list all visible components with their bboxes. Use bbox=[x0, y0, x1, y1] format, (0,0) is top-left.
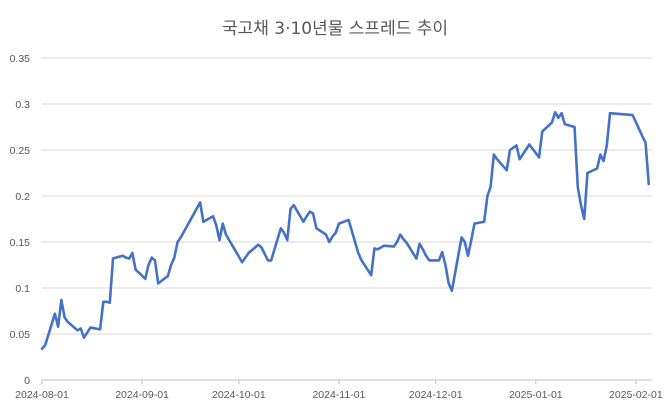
x-tick-label-5: 2025-01-01 bbox=[509, 389, 563, 401]
y-tick-label-3: 0.15 bbox=[10, 237, 31, 249]
x-tick-label-0: 2024-08-01 bbox=[15, 389, 69, 401]
series-line-0 bbox=[40, 110, 651, 351]
y-tick-label-1: 0.05 bbox=[10, 329, 31, 341]
y-tick-label-0: 0 bbox=[24, 375, 30, 387]
y-tick-label-4: 0.2 bbox=[15, 191, 30, 203]
x-tick-label-6: 2025-02-01 bbox=[609, 389, 663, 401]
x-tick-label-2: 2024-10-01 bbox=[212, 389, 266, 401]
chart-title: 국고채 3·10년물 스프레드 추이 bbox=[221, 19, 449, 39]
y-tick-label-2: 0.1 bbox=[15, 283, 30, 295]
x-tick-label-1: 2024-09-01 bbox=[115, 389, 169, 401]
y-tick-label-5: 0.25 bbox=[10, 145, 31, 157]
y-tick-label-7: 0.35 bbox=[10, 53, 31, 65]
y-tick-label-6: 0.3 bbox=[15, 99, 30, 111]
x-tick-label-3: 2024-11-01 bbox=[312, 389, 365, 401]
x-tick-label-4: 2024-12-01 bbox=[409, 389, 463, 401]
